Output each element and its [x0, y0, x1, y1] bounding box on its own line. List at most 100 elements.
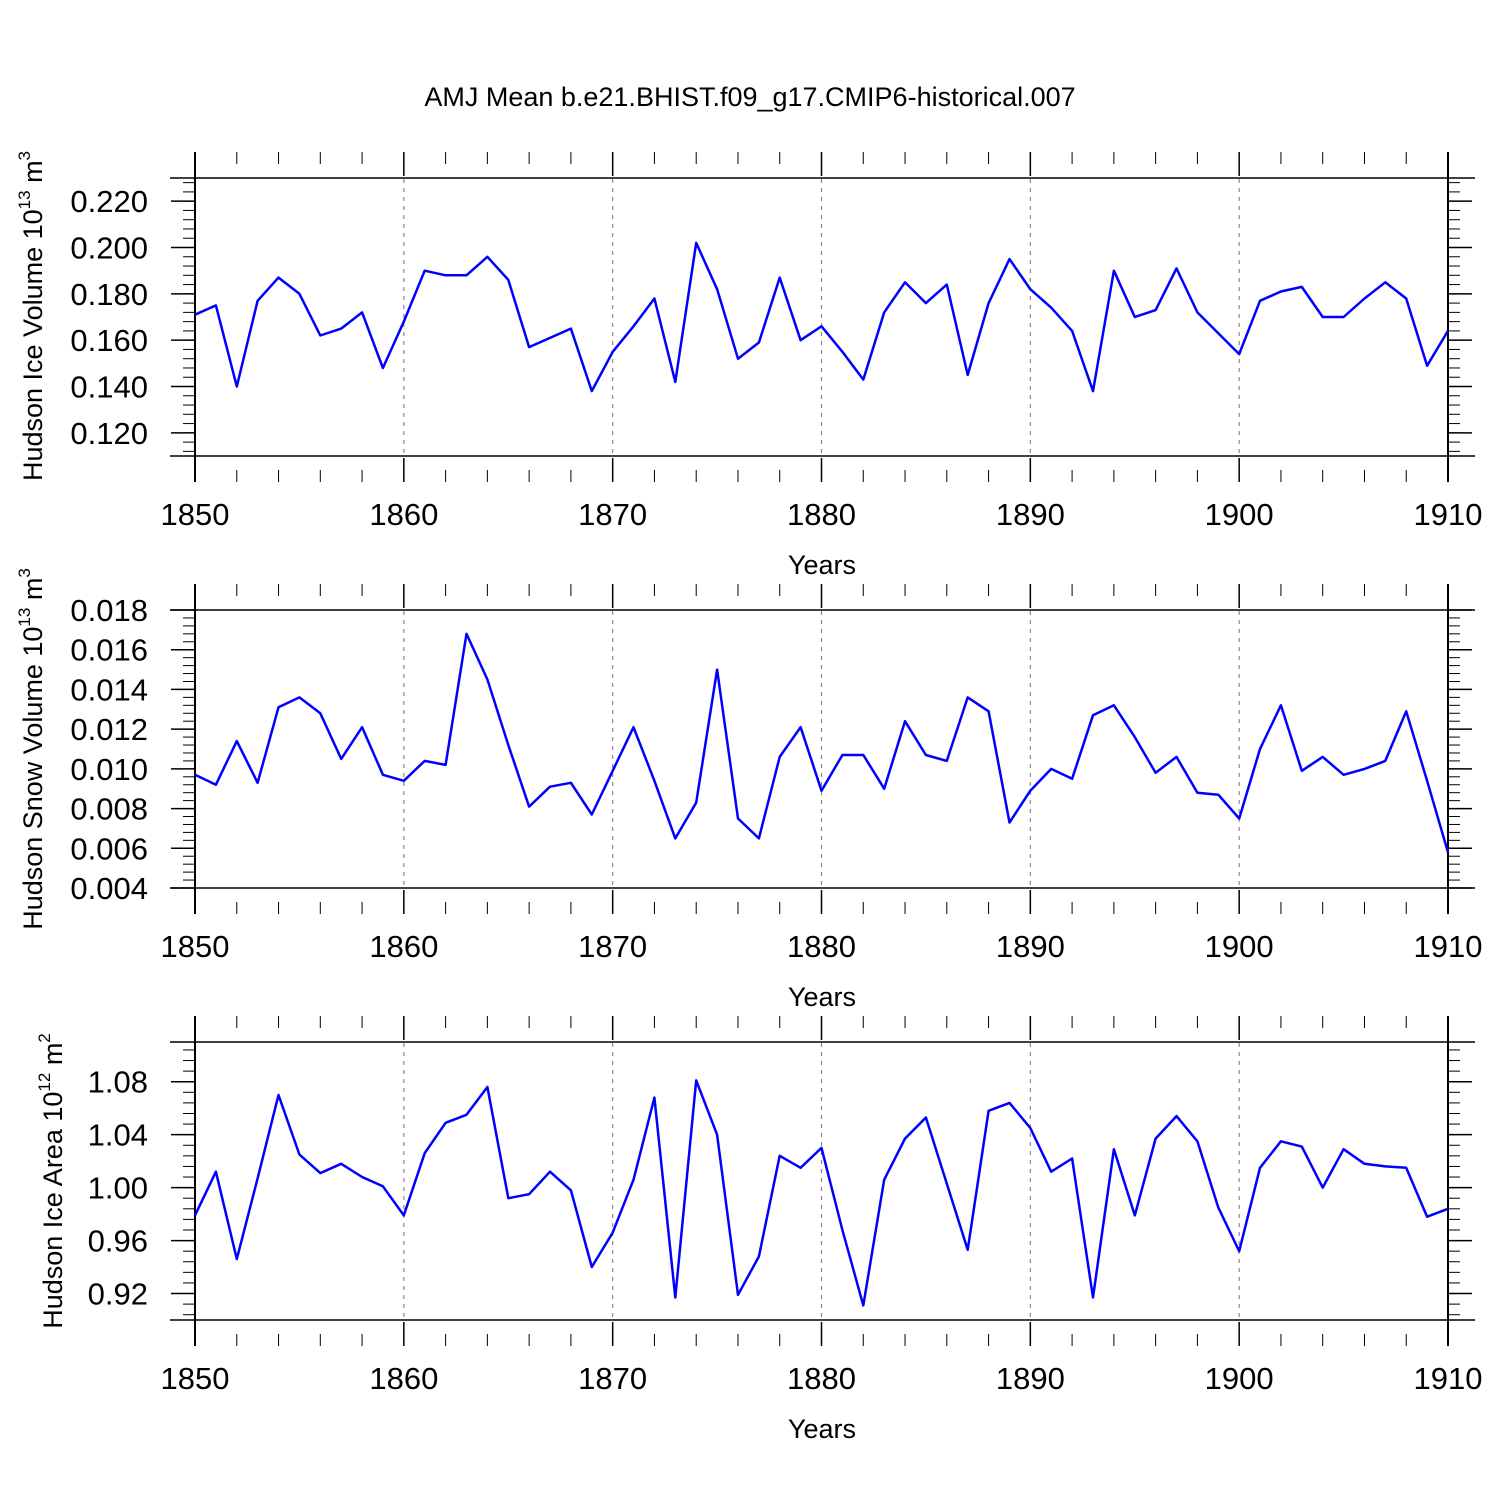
x-tick-label: 1860 — [369, 497, 438, 532]
data-point-1868 — [570, 328, 572, 330]
data-point-1879 — [800, 339, 802, 341]
data-point-1861 — [424, 760, 426, 762]
data-point-1902 — [1280, 291, 1282, 293]
data-point-1884 — [904, 281, 906, 283]
data-point-1860 — [403, 321, 405, 323]
data-point-1874 — [695, 242, 697, 244]
y-tick-label: 0.96 — [88, 1224, 148, 1259]
data-point-1892 — [1071, 1158, 1073, 1160]
data-point-1887 — [967, 374, 969, 376]
y-tick-label: 0.012 — [70, 712, 148, 747]
data-point-1903 — [1301, 770, 1303, 772]
data-point-1903 — [1301, 1146, 1303, 1148]
y-tick-label: 0.008 — [70, 792, 148, 827]
data-point-1876 — [737, 358, 739, 360]
data-point-1867 — [549, 786, 551, 788]
data-point-1855 — [298, 293, 300, 295]
data-point-1875 — [716, 288, 718, 290]
data-point-1869 — [591, 814, 593, 816]
data-point-1878 — [779, 277, 781, 279]
data-point-1860 — [403, 780, 405, 782]
data-point-1869 — [591, 1266, 593, 1268]
data-point-1898 — [1196, 311, 1198, 313]
data-point-1900 — [1238, 1250, 1240, 1252]
data-point-1891 — [1050, 1171, 1052, 1173]
y-tick-label: 0.018 — [70, 593, 148, 628]
x-tick-label: 1910 — [1414, 1361, 1483, 1396]
data-point-1866 — [528, 1193, 530, 1195]
ylabel-ice-area: Hudson Ice Area 1012 m2 — [35, 1033, 68, 1329]
data-point-1894 — [1113, 270, 1115, 272]
data-point-1884 — [904, 1138, 906, 1140]
data-point-1886 — [946, 760, 948, 762]
data-point-1888 — [988, 1110, 990, 1112]
data-point-1909 — [1426, 365, 1428, 367]
x-tick-label: 1850 — [161, 1361, 230, 1396]
data-point-1862 — [445, 764, 447, 766]
data-point-1892 — [1071, 778, 1073, 780]
data-point-1858 — [361, 311, 363, 313]
data-point-1892 — [1071, 330, 1073, 332]
data-point-1856 — [319, 712, 321, 714]
x-tick-label: 1880 — [787, 929, 856, 964]
data-point-1881 — [841, 351, 843, 353]
data-point-1891 — [1050, 307, 1052, 309]
data-point-1866 — [528, 346, 530, 348]
data-point-1855 — [298, 696, 300, 698]
y-tick-label: 1.08 — [88, 1065, 148, 1100]
data-point-1863 — [466, 274, 468, 276]
data-point-1858 — [361, 1176, 363, 1178]
data-point-1886 — [946, 284, 948, 286]
data-point-1883 — [883, 1179, 885, 1181]
data-point-1883 — [883, 311, 885, 313]
data-point-1850 — [194, 314, 196, 316]
data-point-1850 — [194, 1214, 196, 1216]
data-point-1861 — [424, 270, 426, 272]
data-point-1880 — [821, 790, 823, 792]
x-tick-label: 1860 — [369, 929, 438, 964]
data-point-1896 — [1155, 309, 1157, 311]
data-point-1867 — [549, 337, 551, 339]
data-point-1869 — [591, 390, 593, 392]
data-point-1872 — [653, 298, 655, 300]
y-tick-label: 0.120 — [70, 416, 148, 451]
data-point-1872 — [653, 1097, 655, 1099]
data-point-1877 — [758, 837, 760, 839]
data-point-1899 — [1217, 1207, 1219, 1209]
x-tick-label: 1900 — [1205, 1361, 1274, 1396]
data-point-1878 — [779, 756, 781, 758]
data-point-1890 — [1029, 1127, 1031, 1129]
data-point-1854 — [278, 706, 280, 708]
data-point-1881 — [841, 754, 843, 756]
data-point-1895 — [1134, 316, 1136, 318]
data-point-1888 — [988, 302, 990, 304]
y-tick-label: 0.160 — [70, 323, 148, 358]
data-point-1864 — [486, 1086, 488, 1088]
data-point-1850 — [194, 774, 196, 776]
y-tick-label: 0.004 — [70, 871, 148, 906]
data-point-1893 — [1092, 1297, 1094, 1299]
data-point-1910 — [1447, 851, 1449, 853]
x-tick-label: 1890 — [996, 497, 1065, 532]
x-tick-label: 1890 — [996, 929, 1065, 964]
data-point-1851 — [215, 304, 217, 306]
data-point-1893 — [1092, 390, 1094, 392]
x-tick-label: 1860 — [369, 1361, 438, 1396]
data-point-1852 — [236, 740, 238, 742]
x-tick-label: 1870 — [578, 497, 647, 532]
data-point-1868 — [570, 1189, 572, 1191]
data-point-1874 — [695, 1079, 697, 1081]
y-tick-label: 0.006 — [70, 831, 148, 866]
data-point-1879 — [800, 726, 802, 728]
data-point-1874 — [695, 802, 697, 804]
data-point-1906 — [1364, 298, 1366, 300]
panel-snow-volume: Hudson Snow Volume 1013 m3 Years 1850 186… — [15, 568, 1482, 1012]
data-point-1906 — [1364, 1163, 1366, 1165]
data-point-1894 — [1113, 1148, 1115, 1150]
x-tick-label: 1900 — [1205, 929, 1274, 964]
data-point-1901 — [1259, 300, 1261, 302]
data-point-1871 — [633, 325, 635, 327]
data-point-1897 — [1176, 1115, 1178, 1117]
data-point-1870 — [612, 351, 614, 353]
data-point-1859 — [382, 774, 384, 776]
